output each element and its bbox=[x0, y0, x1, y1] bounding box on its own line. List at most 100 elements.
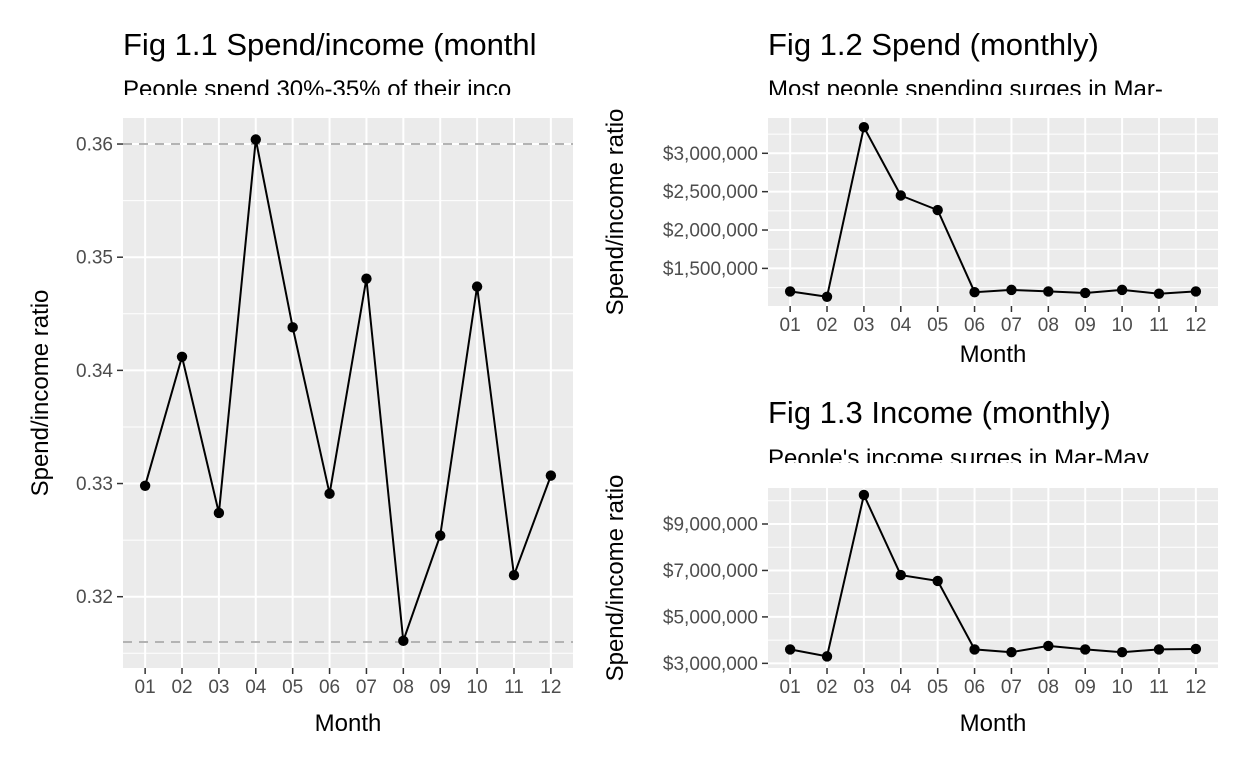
data-point bbox=[1006, 284, 1017, 296]
x-tick-label: 04 bbox=[890, 677, 912, 698]
x-tick-label: 11 bbox=[1149, 315, 1169, 336]
chart-subtitle: People's income surges in Mar-May bbox=[768, 445, 1149, 472]
x-tick-label: 09 bbox=[1075, 677, 1096, 698]
data-point bbox=[784, 644, 796, 655]
data-point bbox=[1006, 647, 1017, 658]
x-tick-label: 09 bbox=[430, 677, 451, 698]
plot-panel bbox=[768, 118, 1218, 306]
x-tick-label: 05 bbox=[927, 677, 948, 698]
data-point bbox=[1190, 286, 1202, 297]
data-point bbox=[1043, 640, 1054, 652]
x-tick-label: 10 bbox=[467, 677, 488, 698]
y-tick-label: $2,500,000 bbox=[663, 182, 758, 203]
data-point bbox=[1116, 647, 1128, 658]
y-tick-label: 0.34 bbox=[76, 361, 113, 382]
data-point bbox=[176, 351, 188, 362]
x-axis-title: Month bbox=[960, 710, 1027, 737]
x-tick-label: 02 bbox=[816, 315, 837, 336]
data-point bbox=[932, 575, 943, 587]
data-point bbox=[1080, 644, 1091, 655]
x-tick-label: 01 bbox=[780, 315, 801, 336]
data-point bbox=[1153, 288, 1165, 299]
x-tick-label: 01 bbox=[135, 677, 156, 698]
chart-title: Fig 1.3 Income (monthly) bbox=[768, 395, 1111, 430]
data-point bbox=[398, 635, 409, 647]
data-point bbox=[1043, 286, 1054, 297]
data-point bbox=[895, 190, 906, 201]
x-tick-label: 08 bbox=[1038, 315, 1059, 336]
data-point bbox=[821, 291, 833, 302]
x-tick-label: 06 bbox=[964, 677, 985, 698]
data-point bbox=[969, 286, 980, 298]
y-tick-label: $5,000,000 bbox=[663, 607, 758, 628]
x-axis-title: Month bbox=[960, 341, 1027, 368]
y-tick-label: 0.35 bbox=[76, 248, 113, 269]
data-point bbox=[1153, 644, 1165, 655]
data-point bbox=[545, 470, 557, 481]
x-tick-label: 07 bbox=[1001, 315, 1022, 336]
data-point bbox=[435, 530, 446, 541]
x-tick-label: 02 bbox=[816, 677, 837, 698]
data-point bbox=[858, 122, 870, 133]
data-point bbox=[361, 273, 372, 284]
x-tick-label: 12 bbox=[540, 677, 561, 698]
chart-fig11: Fig 1.1 Spend/income (monthl People spend… bbox=[27, 27, 573, 737]
x-tick-label: 08 bbox=[1038, 677, 1059, 698]
x-tick-label: 12 bbox=[1185, 677, 1206, 698]
chart-title: Fig 1.2 Spend (monthly) bbox=[768, 27, 1099, 62]
x-tick-label: 11 bbox=[504, 677, 524, 698]
chart-fig12: Fig 1.2 Spend (monthly) Most people spend… bbox=[602, 27, 1218, 368]
x-tick-label: 03 bbox=[853, 315, 874, 336]
y-tick-label: 0.32 bbox=[76, 587, 113, 608]
y-tick-label: $9,000,000 bbox=[663, 515, 758, 536]
x-axis-title: Month bbox=[315, 710, 382, 737]
data-point bbox=[287, 322, 298, 333]
y-axis-title: Spend/income ratio bbox=[602, 109, 629, 316]
y-tick-label: $7,000,000 bbox=[663, 561, 758, 582]
x-tick-label: 03 bbox=[853, 677, 874, 698]
series-line bbox=[789, 124, 1196, 298]
data-point bbox=[250, 134, 261, 145]
chart-subtitle: Most people spending surges in Mar- bbox=[768, 76, 1163, 103]
series-line bbox=[789, 491, 1196, 658]
y-tick-label: $2,000,000 bbox=[663, 221, 758, 242]
x-tick-label: 04 bbox=[890, 315, 912, 336]
data-point bbox=[508, 570, 520, 581]
x-tick-label: 07 bbox=[1001, 677, 1022, 698]
data-point bbox=[1116, 284, 1128, 296]
chart-subtitle: People spend 30%-35% of their inco bbox=[123, 76, 511, 103]
x-tick-label: 09 bbox=[1075, 315, 1096, 336]
data-point bbox=[1080, 287, 1091, 299]
y-tick-label: $3,000,000 bbox=[663, 144, 758, 165]
x-tick-label: 10 bbox=[1112, 677, 1133, 698]
y-tick-label: $1,500,000 bbox=[663, 259, 758, 280]
chart-title: Fig 1.1 Spend/income (monthl bbox=[123, 27, 537, 62]
x-tick-label: 07 bbox=[356, 677, 377, 698]
data-point bbox=[858, 489, 870, 501]
data-point bbox=[932, 204, 943, 216]
data-point bbox=[821, 651, 833, 662]
data-point bbox=[139, 480, 151, 491]
x-tick-label: 03 bbox=[208, 677, 229, 698]
data-point bbox=[471, 281, 483, 292]
y-tick-label: 0.36 bbox=[76, 135, 113, 156]
data-point bbox=[784, 286, 796, 297]
x-tick-label: 11 bbox=[1149, 677, 1169, 698]
x-tick-label: 05 bbox=[282, 677, 303, 698]
x-tick-label: 10 bbox=[1112, 315, 1133, 336]
data-point bbox=[969, 644, 980, 655]
x-tick-label: 02 bbox=[171, 677, 192, 698]
y-tick-label: $3,000,000 bbox=[663, 654, 758, 675]
plot-panel bbox=[768, 488, 1218, 668]
data-point bbox=[324, 488, 335, 499]
x-tick-label: 05 bbox=[927, 315, 948, 336]
y-axis-title: Spend/income ratio bbox=[27, 290, 54, 497]
series-line bbox=[144, 139, 552, 642]
x-tick-label: 06 bbox=[319, 677, 340, 698]
plot-panel bbox=[123, 118, 573, 668]
chart-fig13: Fig 1.3 Income (monthly) People's income … bbox=[602, 395, 1218, 737]
x-tick-label: 12 bbox=[1185, 315, 1206, 336]
x-tick-label: 04 bbox=[245, 677, 267, 698]
data-point bbox=[1190, 643, 1202, 655]
